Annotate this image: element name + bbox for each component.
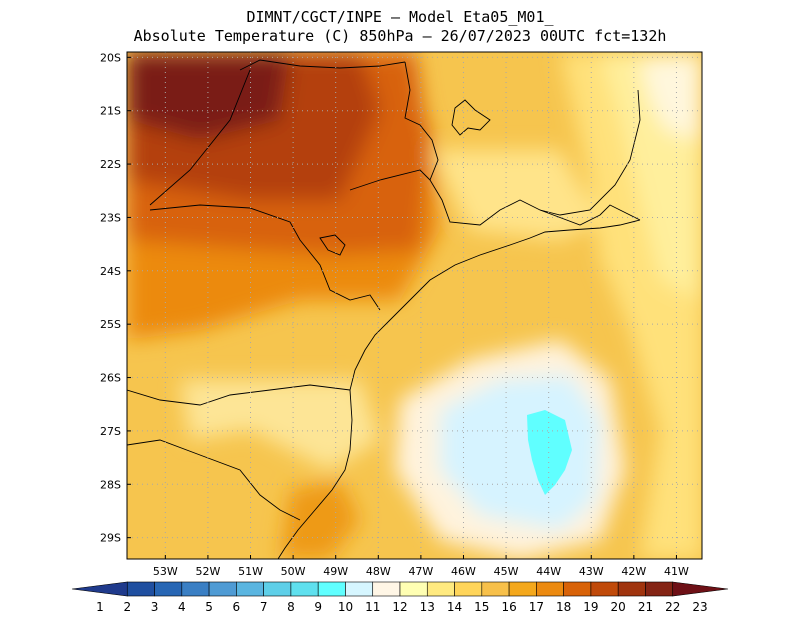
colorbar-label: 20 xyxy=(611,600,626,614)
colorbar-segment xyxy=(154,581,183,597)
temperature-field xyxy=(127,52,702,559)
field-south-orange xyxy=(280,480,360,559)
colorbar-under-arrow xyxy=(71,581,128,597)
colorbar-segment xyxy=(508,581,537,597)
lon-tick-label: 53W xyxy=(153,565,178,578)
colorbar-label: 8 xyxy=(287,600,295,614)
colorbar-segment xyxy=(126,581,155,597)
colorbar-label: 4 xyxy=(178,600,186,614)
map-frame xyxy=(126,51,703,560)
field-ocean-cold xyxy=(440,375,600,530)
lon-tick-label: 52W xyxy=(195,565,220,578)
lat-tick-labels: 20S 21S 22S 23S 24S 25S 26S 27S 28S 29S xyxy=(100,51,131,545)
field-coldest xyxy=(527,410,572,495)
colorbar-segment xyxy=(481,581,510,597)
colorbar-segment xyxy=(454,581,483,597)
lat-tick-label: 24S xyxy=(100,265,121,278)
lon-tick-label: 51W xyxy=(238,565,263,578)
colorbar-label: 3 xyxy=(151,600,159,614)
colorbar-segment xyxy=(372,581,401,597)
colorbar-label: 23 xyxy=(692,600,707,614)
lon-tick-label: 41W xyxy=(664,565,689,578)
colorbar-segment xyxy=(617,581,646,597)
colorbar-segment xyxy=(536,581,564,597)
colorbar-label: 19 xyxy=(583,600,598,614)
lat-tick-label: 21S xyxy=(100,105,121,118)
colorbar: 1 2 3 4 5 6 7 8 9 10 11 12 13 14 15 16 17 18 19 20 21 22 23 xyxy=(71,581,729,614)
colorbar-segment xyxy=(290,581,319,597)
field-hottest xyxy=(127,52,290,140)
lat-tick-label: 27S xyxy=(100,425,121,438)
colorbar-label: 1 xyxy=(96,600,104,614)
colorbar-label: 12 xyxy=(392,600,407,614)
state-border-pr xyxy=(149,204,381,311)
lon-tick-label: 44W xyxy=(536,565,561,578)
colorbar-label: 7 xyxy=(260,600,268,614)
colorbar-label: 18 xyxy=(556,600,571,614)
colorbar-segment xyxy=(563,581,592,597)
state-border-mg xyxy=(404,61,641,226)
colorbar-segment xyxy=(208,581,237,597)
state-border-rj xyxy=(539,204,641,226)
colorbar-label: 6 xyxy=(233,600,241,614)
colorbar-label: 5 xyxy=(205,600,213,614)
colorbar-label: 17 xyxy=(529,600,544,614)
colorbar-segment xyxy=(236,581,264,597)
lon-tick-label: 49W xyxy=(323,565,348,578)
colorbar-label: 21 xyxy=(638,600,653,614)
colorbar-label: 15 xyxy=(474,600,489,614)
colorbar-segment xyxy=(645,581,674,597)
colorbar-label: 16 xyxy=(501,600,516,614)
colorbar-segment xyxy=(181,581,210,597)
colorbar-segment xyxy=(263,581,292,597)
coastline xyxy=(277,219,641,559)
lon-tick-label: 46W xyxy=(451,565,476,578)
colorbar-label: 10 xyxy=(338,600,353,614)
lat-tick-label: 22S xyxy=(100,158,121,171)
colorbar-label: 2 xyxy=(123,600,131,614)
colorbar-segment xyxy=(345,581,374,597)
colorbar-label: 9 xyxy=(314,600,322,614)
field-northeast-coolest xyxy=(640,55,702,140)
colorbar-label: 13 xyxy=(420,600,435,614)
reservoir-furnas xyxy=(451,99,491,136)
state-border-north xyxy=(239,59,406,71)
colorbar-segment xyxy=(590,581,619,597)
map-title-line2: Absolute Temperature (C) 850hPa – 26/07/… xyxy=(133,27,667,45)
lat-lon-grid xyxy=(127,52,702,559)
map-title-line1: DIMNT/CGCT/INPE – Model Eta05_M01_ xyxy=(246,8,554,26)
colorbar-label: 11 xyxy=(365,600,380,614)
colorbar-over-arrow xyxy=(672,581,729,597)
lat-tick-label: 23S xyxy=(100,211,121,224)
state-border-ms xyxy=(149,69,251,206)
state-border-sp-north xyxy=(349,169,431,191)
colorbar-segment xyxy=(399,581,428,597)
lon-tick-labels: 53W 52W 51W 50W 49W 48W 47W 46W 45W 44W 43W 42W 41W xyxy=(153,555,689,578)
lon-tick-label: 45W xyxy=(494,565,519,578)
lat-tick-label: 29S xyxy=(100,532,121,545)
state-border-rs xyxy=(127,439,301,521)
lat-tick-label: 28S xyxy=(100,478,121,491)
lat-tick-label: 20S xyxy=(100,51,121,64)
lon-tick-label: 48W xyxy=(366,565,391,578)
lon-tick-label: 42W xyxy=(621,565,646,578)
colorbar-segment xyxy=(426,581,455,597)
colorbar-label: 14 xyxy=(447,600,462,614)
reservoir-pr xyxy=(319,234,346,256)
lat-tick-label: 26S xyxy=(100,372,121,385)
boundaries xyxy=(127,59,641,559)
colorbar-label: 22 xyxy=(665,600,680,614)
colorbar-segment xyxy=(317,581,346,597)
state-border-sc xyxy=(127,384,351,406)
lon-tick-label: 47W xyxy=(408,565,433,578)
lon-tick-label: 50W xyxy=(281,565,306,578)
lon-tick-label: 43W xyxy=(579,565,604,578)
lat-tick-label: 25S xyxy=(100,318,121,331)
field-south-yellow xyxy=(180,380,380,470)
